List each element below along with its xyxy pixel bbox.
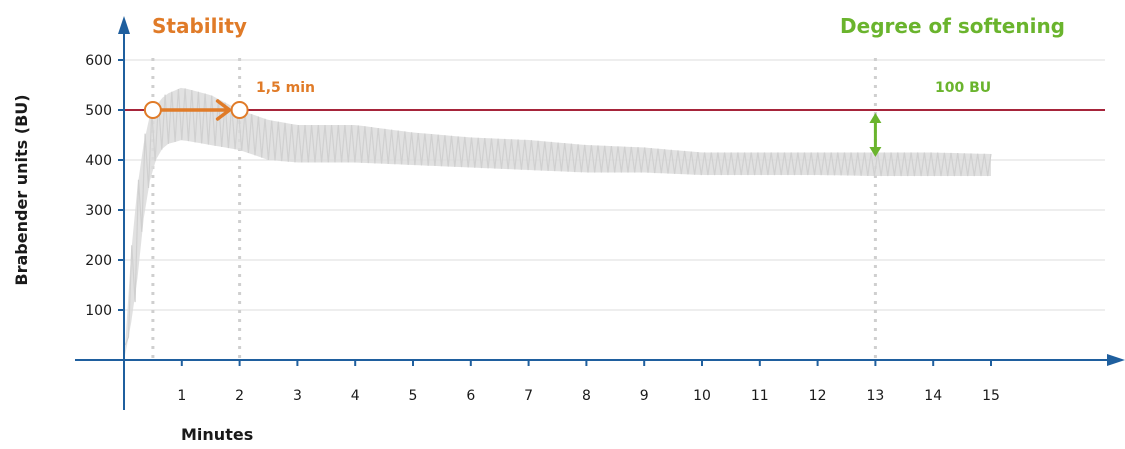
- stability-duration-label: 1,5 min: [256, 80, 315, 96]
- softening-value-label: 100 BU: [935, 80, 991, 96]
- y-axis-arrow-icon: [118, 16, 130, 34]
- x-tick-label-2: 2: [235, 388, 244, 404]
- x-tick-label-10: 10: [693, 388, 711, 404]
- x-tick-label-8: 8: [582, 388, 591, 404]
- x-axis-title: Minutes: [181, 425, 253, 444]
- y-tick-label-100: 100: [85, 303, 112, 319]
- x-tick-label-5: 5: [409, 388, 418, 404]
- softening-arrowhead-down-icon: [869, 147, 882, 157]
- annotations: [143, 99, 882, 157]
- y-tick-label-500: 500: [85, 103, 112, 119]
- grid-lines: [124, 59, 1105, 311]
- x-axis-arrow-icon: [1107, 354, 1125, 366]
- x-tick-label-3: 3: [293, 388, 302, 404]
- softening-label: Degree of softening: [840, 14, 1065, 38]
- series-line: [124, 88, 992, 346]
- series-consistency: [124, 87, 992, 356]
- stability-start-marker: [143, 101, 162, 119]
- x-tick-label-15: 15: [982, 388, 1000, 404]
- x-tick-label-14: 14: [924, 388, 942, 404]
- stability-label: Stability: [152, 14, 247, 38]
- softening-arrowhead-up-icon: [869, 113, 882, 123]
- x-tick-label-13: 13: [866, 388, 884, 404]
- y-axis-title: Brabender units (BU): [12, 94, 31, 285]
- guide-lines: [151, 58, 877, 360]
- x-tick-label-7: 7: [524, 388, 533, 404]
- x-tick-label-1: 1: [177, 388, 186, 404]
- y-tick-label-300: 300: [85, 203, 112, 219]
- x-tick-labels: 1 2 3 4 5 6 7 8 9 10 11 12 13 14 15: [177, 388, 1000, 404]
- x-tick-label-12: 12: [809, 388, 827, 404]
- x-tick-label-9: 9: [640, 388, 649, 404]
- y-tick-labels: 100 200 300 400 500 600: [85, 53, 112, 319]
- x-tick-label-6: 6: [466, 388, 475, 404]
- y-tick-label-200: 200: [85, 253, 112, 269]
- stability-end-marker: [230, 101, 249, 119]
- y-tick-label-400: 400: [85, 153, 112, 169]
- x-tick-label-11: 11: [751, 388, 769, 404]
- series-band: [125, 87, 991, 356]
- axes: [75, 16, 1125, 410]
- x-tick-label-4: 4: [351, 388, 360, 404]
- y-tick-label-600: 600: [85, 53, 112, 69]
- stability-arrowhead-icon: [215, 99, 232, 121]
